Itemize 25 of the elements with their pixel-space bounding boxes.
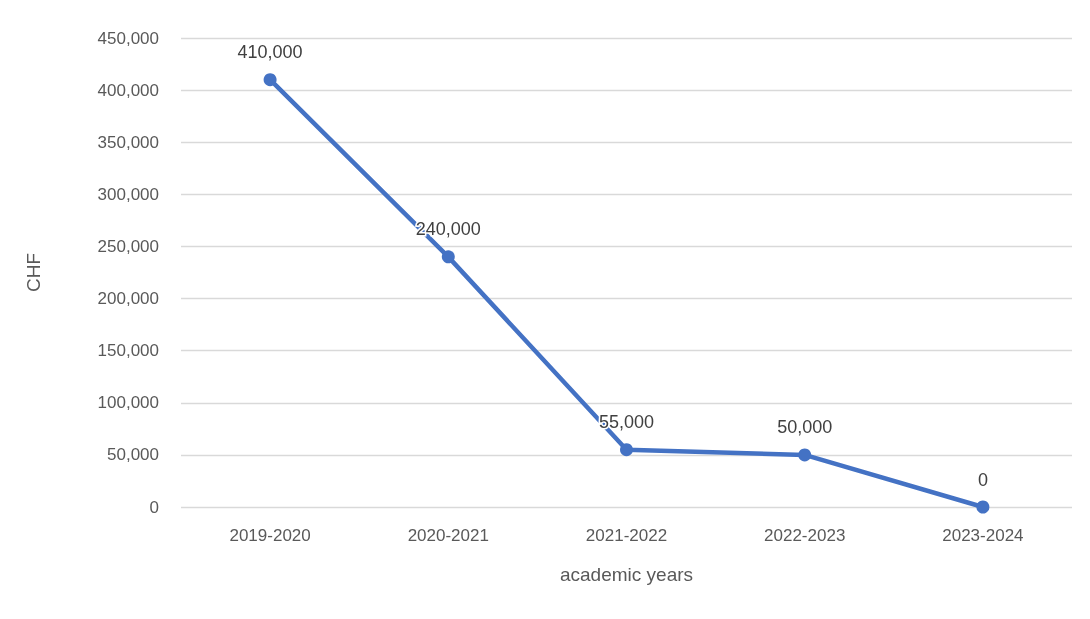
x-tick-label: 2023-2024 [942, 526, 1024, 545]
x-axis-title: academic years [559, 564, 694, 585]
data-label: 0 [977, 469, 988, 490]
data-label: 50,000 [777, 417, 833, 438]
y-tick-label: 400,000 [97, 80, 159, 100]
y-tick-label: 450,000 [97, 28, 159, 48]
point [263, 73, 277, 87]
y-tick-label: 100,000 [97, 393, 159, 413]
x-tick-label: 2021-2022 [585, 526, 668, 545]
point [798, 448, 812, 462]
y-tick-label: 300,000 [97, 184, 159, 204]
y-tick-label: 150,000 [97, 341, 159, 361]
y-tick-label: 350,000 [97, 132, 159, 152]
y-tick-label: 50,000 [107, 445, 159, 465]
point [441, 250, 455, 264]
data-label: 410,000 [237, 42, 303, 63]
y-tick-label: 200,000 [97, 289, 159, 309]
y-tick-label: 0 [149, 497, 159, 517]
y-axis-title: CHF [23, 252, 44, 293]
point [620, 443, 633, 457]
x-tick-label: 2020-2021 [407, 526, 489, 545]
y-tick-label: 250,000 [97, 236, 159, 256]
point [976, 500, 990, 514]
x-tick-label: 2019-2020 [229, 526, 311, 545]
x-tick-label: 2022-2023 [764, 526, 846, 545]
